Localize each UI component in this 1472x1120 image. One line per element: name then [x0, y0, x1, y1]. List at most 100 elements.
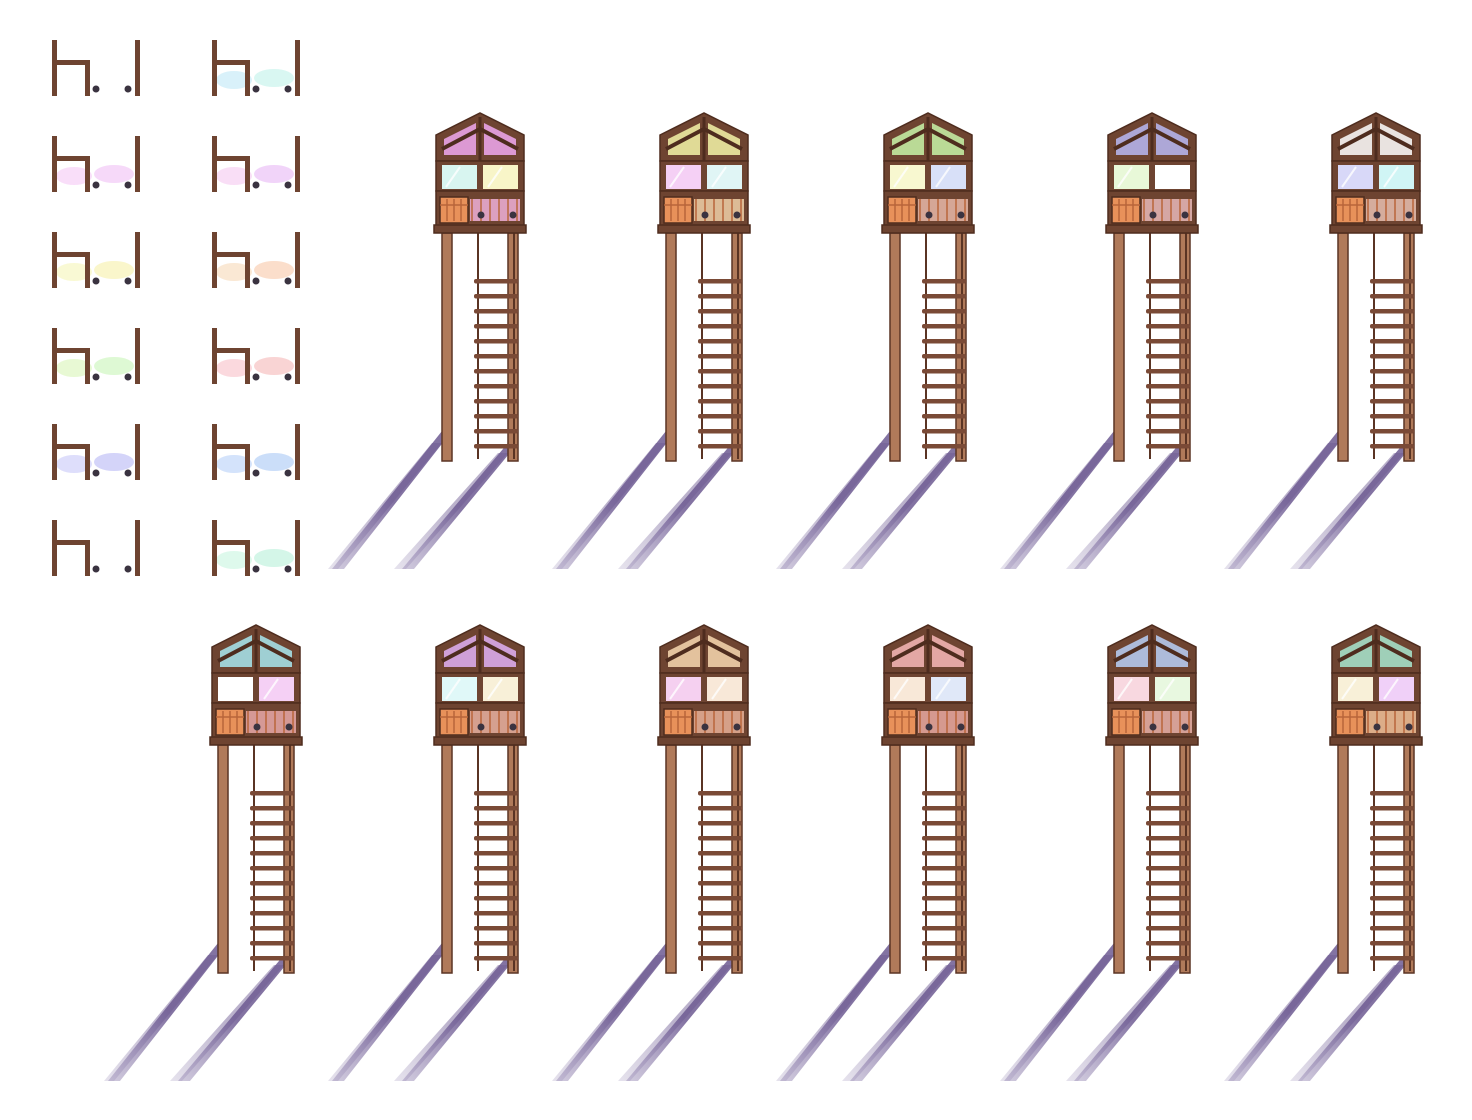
bolt-icon — [92, 373, 100, 381]
frame-post — [295, 424, 300, 480]
ladder-rung — [698, 324, 742, 329]
tower-shadow — [776, 943, 966, 1081]
frame-post — [135, 40, 140, 96]
tower-shadow — [1000, 431, 1190, 569]
frame-post — [212, 328, 217, 384]
watchtower-9 — [776, 624, 975, 1081]
ladder-rung — [1146, 414, 1190, 419]
rope-ladder — [1146, 729, 1190, 971]
ladder-rung — [250, 881, 294, 886]
ladder-rung — [922, 369, 966, 374]
glass-tint — [56, 359, 92, 377]
ladder-rung — [922, 339, 966, 344]
bolt-icon — [92, 277, 100, 285]
ladder-rung — [250, 806, 294, 811]
bolt-icon — [252, 181, 260, 189]
ladder-rung — [922, 911, 966, 916]
glass-tint — [254, 549, 294, 567]
ladder-rung — [698, 941, 742, 946]
ladder-rung — [922, 866, 966, 871]
bolt-icon — [92, 565, 100, 573]
glass-tint — [56, 551, 92, 569]
glass-tint — [56, 167, 92, 185]
bolt-icon — [92, 469, 100, 477]
small-piece-7 — [52, 328, 140, 384]
rope-ladder — [1146, 217, 1190, 459]
rope-ladder — [1370, 217, 1414, 459]
tower-house — [1329, 624, 1423, 746]
bolt-icon — [1373, 723, 1381, 731]
ladder-rung — [474, 806, 518, 811]
bolt-icon — [124, 85, 132, 93]
ladder-rung — [250, 941, 294, 946]
ladder-rung — [1146, 941, 1190, 946]
ladder-rung — [922, 414, 966, 419]
ladder-rung — [1146, 324, 1190, 329]
ladder-rung — [1146, 294, 1190, 299]
ladder-rung — [698, 414, 742, 419]
ladder-rung — [698, 896, 742, 901]
watchtower-5 — [1224, 112, 1423, 569]
tower-house — [1105, 112, 1199, 234]
ladder-rung — [474, 429, 518, 434]
ladder-rung — [1370, 791, 1414, 796]
ladder-rung — [698, 294, 742, 299]
frame-beam — [52, 540, 90, 545]
bolt-icon — [1149, 723, 1157, 731]
ladder-rung — [698, 851, 742, 856]
glass-tint — [254, 453, 294, 471]
glass-tint — [94, 69, 134, 87]
bolt-icon — [957, 723, 965, 731]
bolt-icon — [701, 723, 709, 731]
ladder-rung — [474, 881, 518, 886]
tower-house — [657, 624, 751, 746]
tower-house — [433, 112, 527, 234]
watchtower-4 — [1000, 112, 1199, 569]
ladder-rung — [698, 309, 742, 314]
bolt-icon — [925, 723, 933, 731]
ladder-rung — [922, 791, 966, 796]
tower-shadow — [1224, 431, 1414, 569]
frame-post — [245, 348, 250, 384]
ladder-rung — [1370, 429, 1414, 434]
ladder-rung — [1146, 309, 1190, 314]
bolt-icon — [701, 211, 709, 219]
ladder-rung — [250, 821, 294, 826]
small-furniture-sprites — [52, 40, 300, 576]
frame-post — [212, 40, 217, 96]
small-piece-12 — [212, 520, 300, 576]
bolt-icon — [1181, 211, 1189, 219]
ladder-rung — [698, 399, 742, 404]
glass-tint — [94, 261, 134, 279]
tower-house — [209, 624, 303, 746]
frame-post — [295, 328, 300, 384]
ladder-rung — [1370, 896, 1414, 901]
watchtower-7 — [328, 624, 527, 1081]
ladder-rung — [922, 896, 966, 901]
tower-house — [433, 624, 527, 746]
left-leg — [441, 232, 453, 462]
floor-beam — [657, 736, 751, 746]
ladder-rung — [922, 399, 966, 404]
ladder-rung — [250, 926, 294, 931]
ladder-rung — [698, 881, 742, 886]
bolt-icon — [285, 723, 293, 731]
ladder-rung — [474, 414, 518, 419]
floor-beam — [433, 736, 527, 746]
ladder-rung — [1146, 956, 1190, 961]
small-piece-1 — [52, 40, 140, 96]
ladder-rung — [474, 866, 518, 871]
tower-shadow — [328, 431, 518, 569]
ladder-rung — [698, 444, 742, 449]
floor-beam — [1329, 736, 1423, 746]
ladder-rung — [1146, 791, 1190, 796]
ladder-rung — [1370, 866, 1414, 871]
tower-house — [657, 112, 751, 234]
ladder-rung — [1370, 354, 1414, 359]
bolt-icon — [252, 85, 260, 93]
floor-beam — [657, 224, 751, 234]
ladder-rung — [1370, 836, 1414, 841]
frame-post — [212, 232, 217, 288]
ladder-rung — [1146, 806, 1190, 811]
ladder-rung — [474, 926, 518, 931]
